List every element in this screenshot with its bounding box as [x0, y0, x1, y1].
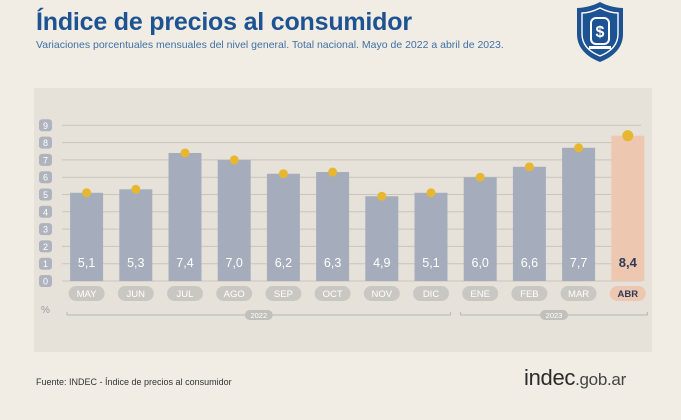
- category-pill: [609, 286, 646, 301]
- y-tick-label: 4: [43, 207, 48, 217]
- data-point-dot: [426, 188, 436, 198]
- data-point-dot: [328, 167, 338, 177]
- page-title: Índice de precios al consumidor: [36, 8, 412, 36]
- data-point-dot: [82, 188, 92, 198]
- category-pill: [117, 286, 154, 301]
- y-tick-label: 2: [43, 242, 48, 252]
- data-point-dot: [131, 184, 141, 194]
- data-label: 7,4: [176, 256, 193, 270]
- y-tick-label: 9: [43, 121, 48, 131]
- data-label: 5,1: [78, 256, 95, 270]
- y-tick-badge: [39, 240, 52, 253]
- y-tick-badge: [39, 153, 52, 166]
- year-badge: [540, 310, 568, 320]
- data-point-dot: [180, 148, 190, 158]
- data-label: 8,4: [619, 255, 638, 270]
- x-tick-label: ABR: [618, 289, 639, 300]
- x-tick-label: AGO: [224, 289, 245, 300]
- category-pill: [265, 286, 302, 301]
- y-tick-label: 8: [43, 138, 48, 148]
- indec-shield-icon: $: [577, 2, 623, 62]
- bar: [414, 192, 448, 281]
- y-tick-label: 5: [43, 190, 48, 200]
- x-tick-label: MAY: [77, 289, 98, 300]
- page-subtitle: Variaciones porcentuales mensuales del n…: [36, 39, 504, 51]
- bar: [266, 173, 300, 281]
- data-point-dot: [475, 172, 485, 182]
- bar: [562, 147, 596, 281]
- bar: [365, 196, 399, 281]
- category-pill: [560, 286, 597, 301]
- data-point-dot: [622, 130, 634, 142]
- category-pill: [167, 286, 203, 301]
- data-label: 5,1: [422, 256, 439, 270]
- bar: [119, 189, 153, 281]
- x-tick-label: NOV: [372, 289, 393, 300]
- y-tick-badge: [39, 257, 52, 270]
- data-label: 6,3: [324, 256, 341, 270]
- y-tick-badge: [39, 223, 52, 236]
- bar: [70, 192, 104, 281]
- category-pill: [314, 286, 351, 301]
- year-label: 2022: [250, 311, 267, 320]
- y-tick-label: 0: [43, 277, 48, 287]
- category-pill: [68, 286, 105, 301]
- data-label: 7,0: [226, 256, 243, 270]
- indec-brand-logo: indec.gob.ar: [524, 365, 626, 391]
- category-pill: [413, 286, 449, 301]
- data-label: 7,7: [570, 256, 587, 270]
- x-tick-label: FEB: [520, 289, 538, 300]
- data-label: 6,0: [472, 256, 489, 270]
- year-badge: [244, 310, 273, 320]
- year-label: 2023: [546, 311, 563, 320]
- data-point-dot: [377, 191, 387, 201]
- y-tick-badge: [39, 136, 52, 149]
- bar: [611, 135, 645, 281]
- x-tick-label: MAR: [568, 289, 589, 300]
- bar: [463, 177, 497, 281]
- svg-text:$: $: [596, 24, 605, 41]
- x-tick-label: JUL: [177, 289, 194, 300]
- source-note: Fuente: INDEC - Índice de precios al con…: [36, 377, 232, 387]
- bar: [512, 166, 546, 281]
- data-label: 4,9: [373, 256, 390, 270]
- data-point-dot: [524, 162, 534, 172]
- y-tick-label: 3: [43, 225, 48, 235]
- data-label: 6,6: [521, 256, 538, 270]
- bar: [168, 152, 202, 281]
- y-axis-label: %: [41, 305, 50, 316]
- y-tick-badge: [39, 188, 52, 201]
- category-pill: [216, 286, 253, 301]
- y-tick-label: 7: [43, 155, 48, 165]
- data-point-dot: [574, 143, 584, 153]
- category-pill: [462, 286, 499, 301]
- data-label: 6,2: [275, 256, 292, 270]
- x-tick-label: JUN: [127, 289, 146, 300]
- y-tick-label: 6: [43, 173, 48, 183]
- y-tick-badge: [39, 171, 52, 184]
- brand-suffix: .gob.ar: [575, 370, 626, 389]
- bar: [316, 172, 350, 281]
- brand-main: indec: [524, 365, 576, 390]
- y-tick-badge: [39, 205, 52, 218]
- x-tick-label: SEP: [274, 289, 293, 300]
- data-point-dot: [278, 169, 288, 179]
- y-tick-badge: [39, 275, 52, 287]
- bar: [217, 159, 251, 281]
- data-point-dot: [229, 155, 239, 165]
- x-tick-label: DIC: [423, 289, 440, 300]
- category-pill: [363, 286, 400, 301]
- data-label: 5,3: [127, 256, 144, 270]
- x-tick-label: OCT: [323, 289, 343, 300]
- y-tick-badge: [39, 119, 52, 132]
- y-tick-label: 1: [43, 259, 48, 269]
- x-tick-label: ENE: [470, 289, 490, 300]
- category-pill: [511, 286, 548, 301]
